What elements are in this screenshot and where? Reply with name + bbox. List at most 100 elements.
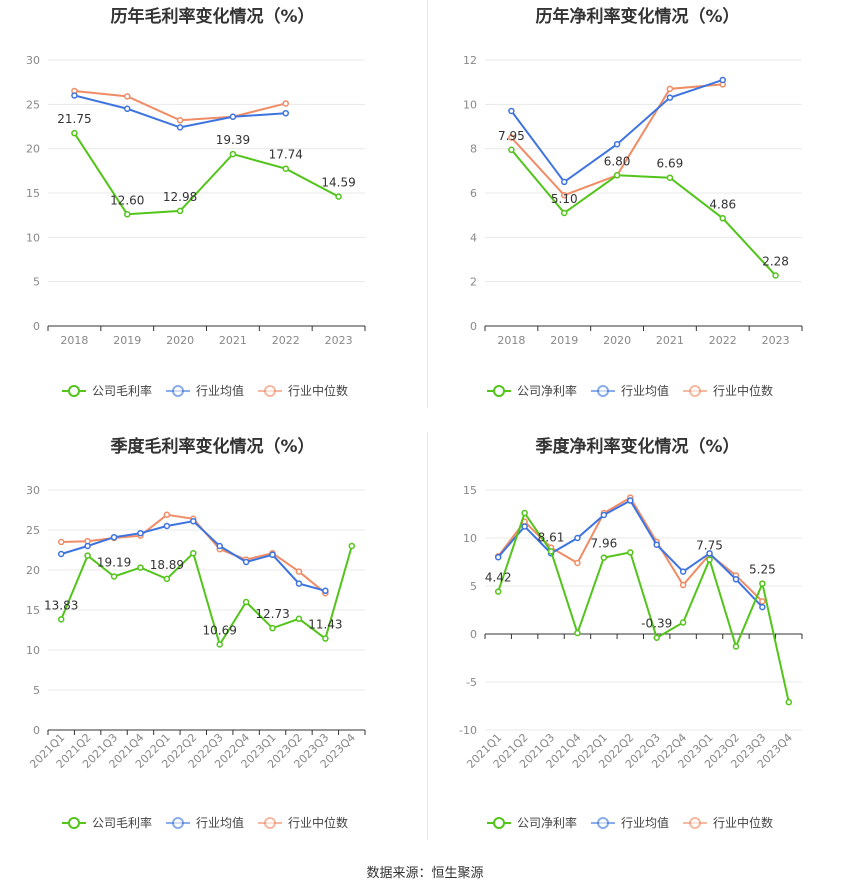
y-tick-label: 5 <box>33 276 40 289</box>
data-label: 7.96 <box>591 537 618 551</box>
data-point-company <box>176 207 184 215</box>
data-point-median <box>163 511 171 519</box>
quarterly-net-margin-chart: 季度净利率变化情况（%） -10 -5 0 5 10 15 2021Q1 2021Q2 2021… <box>425 430 850 862</box>
legend-marker <box>689 817 701 829</box>
data-point-company <box>561 209 568 217</box>
data-point-company <box>613 172 621 179</box>
data-point-avg <box>561 178 568 186</box>
data-point-company <box>137 564 144 571</box>
data-point-company <box>295 615 303 623</box>
data-point-company <box>71 129 78 137</box>
y-tick-label: 25 <box>26 98 40 111</box>
data-point-avg <box>508 107 515 115</box>
legend-label: 行业均值 <box>621 383 669 398</box>
data-point-avg <box>494 553 502 561</box>
data-label: 7.75 <box>696 539 723 553</box>
data-point-company <box>335 193 342 200</box>
y-tick-label: 12 <box>463 54 477 67</box>
data-point-median <box>295 568 303 575</box>
y-tick-label: 4 <box>470 231 477 244</box>
legend-label: 行业中位数 <box>288 383 348 398</box>
y-tick-label: 10 <box>26 644 40 657</box>
data-label: 12.98 <box>163 190 197 204</box>
y-tick-label: 0 <box>470 628 477 641</box>
series-line-company <box>497 510 790 703</box>
x-tick-label: 2021 <box>656 334 684 347</box>
x-tick-label: 2023 <box>325 334 353 347</box>
x-tick-label: 2021 <box>219 334 247 347</box>
data-point-avg <box>282 109 289 117</box>
data-point-median <box>759 598 766 605</box>
data-label: 12.60 <box>110 193 144 207</box>
x-tick-label: 2020 <box>166 334 194 347</box>
legend-marker <box>264 817 276 829</box>
data-point-company <box>269 624 276 632</box>
data-point-company <box>124 211 131 218</box>
legend-marker <box>68 385 80 397</box>
data-label: 21.75 <box>57 112 91 126</box>
data-point-company <box>785 698 793 706</box>
data-label: 12.73 <box>255 607 289 621</box>
data-point-median <box>679 581 687 589</box>
legend-label: 行业中位数 <box>288 815 348 830</box>
data-point-avg <box>137 529 144 537</box>
data-point-median <box>561 191 568 199</box>
data-point-median <box>282 100 289 107</box>
data-label: 18.89 <box>150 558 184 572</box>
data-point-avg <box>600 511 608 519</box>
annual-gross-margin-svg: 0 5 10 15 20 25 30 2018 2019 2020 2021 2022 2023 21.7… <box>26 54 366 398</box>
data-point-avg <box>653 541 660 548</box>
data-label: 11.43 <box>308 618 342 632</box>
series-line-median <box>510 83 723 197</box>
y-tick-label: 10 <box>463 532 477 545</box>
legend-marker <box>172 385 184 397</box>
y-tick-label: 20 <box>26 564 40 577</box>
divider-bottom <box>427 432 428 840</box>
legend-marker <box>597 817 609 829</box>
legend-marker <box>493 385 505 397</box>
data-label: 10.69 <box>203 623 237 637</box>
data-point-company <box>706 556 713 563</box>
data-point-median <box>666 85 674 93</box>
y-tick-label: 20 <box>26 143 40 156</box>
data-point-median <box>57 538 65 546</box>
data-label: 4.42 <box>485 571 512 585</box>
data-point-median <box>508 134 515 141</box>
data-label: 13.83 <box>44 598 78 612</box>
y-tick-label: 8 <box>470 143 477 156</box>
data-point-median <box>574 559 581 567</box>
data-label: 14.59 <box>321 176 355 190</box>
legend-marker <box>264 385 276 397</box>
data-label: 2.28 <box>762 254 789 268</box>
data-label: 19.19 <box>97 555 131 569</box>
data-point-company <box>322 635 329 642</box>
legend-label: 公司净利率 <box>517 383 577 398</box>
legend-label: 行业均值 <box>621 815 669 830</box>
data-point-avg <box>229 113 237 120</box>
data-point-median <box>176 117 184 124</box>
quarterly-net-margin-svg: -10-50510152021Q12021Q22021Q32021Q42022Q… <box>459 484 803 830</box>
y-tick-label: -5 <box>466 676 477 689</box>
data-point-avg <box>666 94 674 101</box>
data-point-company <box>348 542 356 550</box>
y-tick-label: 5 <box>470 580 477 593</box>
y-tick-label: 15 <box>463 484 477 497</box>
x-tick-label: 2019 <box>550 334 578 347</box>
data-point-avg <box>176 124 184 131</box>
data-point-avg <box>216 542 223 550</box>
data-point-avg <box>613 140 621 148</box>
legend-marker <box>172 817 184 829</box>
data-point-avg <box>71 92 78 99</box>
data-point-company <box>521 509 528 517</box>
data-label: 6.69 <box>657 157 684 171</box>
data-point-company <box>653 634 660 641</box>
data-label: 5.10 <box>551 192 578 206</box>
data-label: 17.74 <box>269 148 303 162</box>
data-point-company <box>508 146 515 154</box>
legend-label: 行业中位数 <box>713 383 773 398</box>
y-tick-label: 25 <box>26 524 40 537</box>
data-label: 19.39 <box>216 133 250 147</box>
data-label: 7.95 <box>498 129 525 143</box>
chart-title: 历年毛利率变化情况（%） <box>110 7 315 27</box>
data-label: 8.61 <box>538 530 565 544</box>
